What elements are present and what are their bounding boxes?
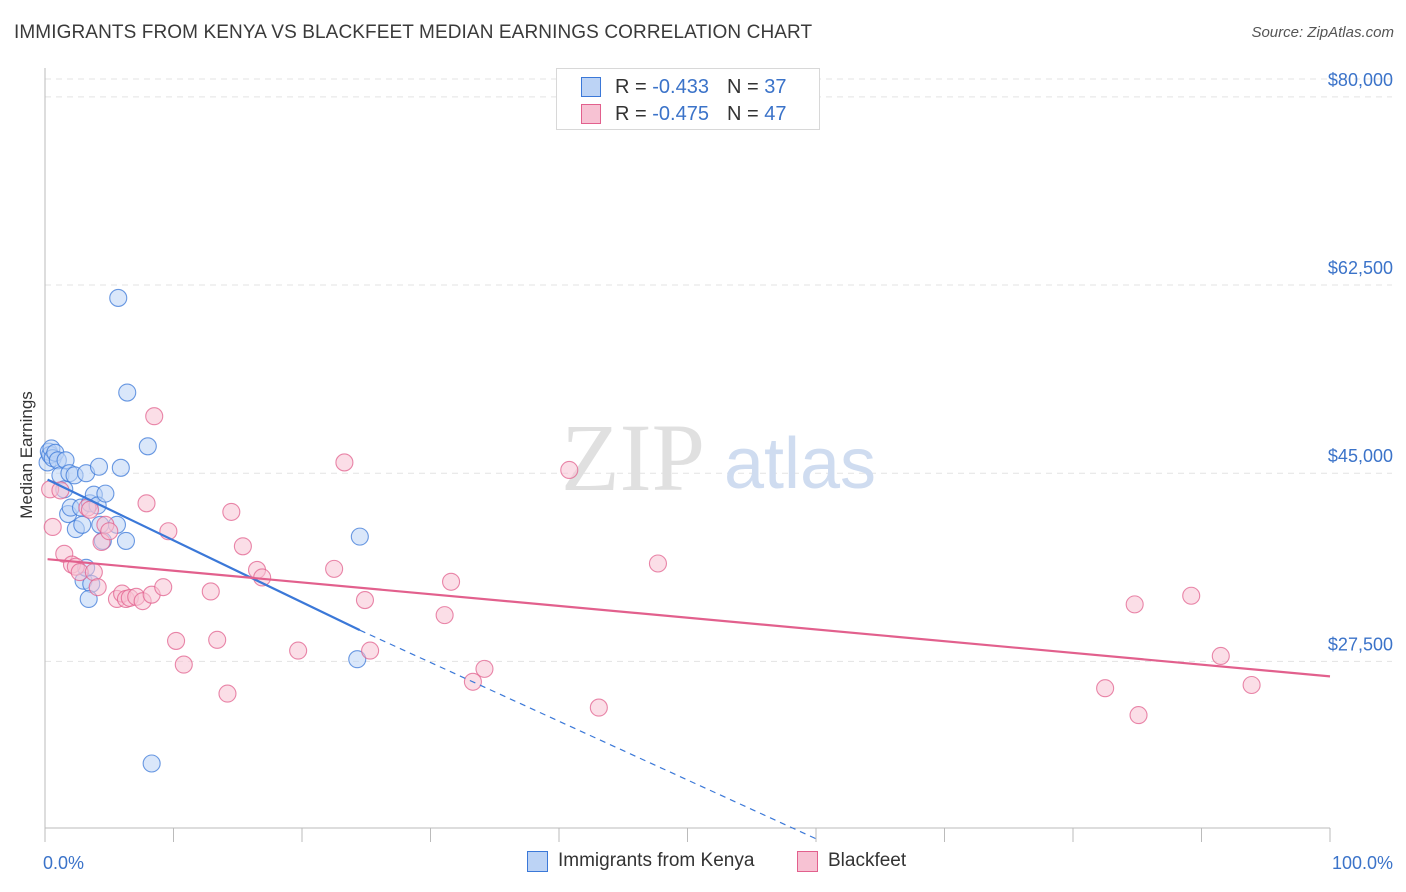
blackfeet-point	[475, 659, 494, 678]
blackfeet-point	[435, 606, 454, 625]
kenya-point	[96, 484, 115, 503]
kenya-point	[109, 288, 128, 307]
series-label-kenya: Immigrants from Kenya	[558, 850, 755, 871]
blackfeet-point	[88, 578, 107, 597]
blackfeet-point	[442, 572, 461, 591]
blackfeet-point	[222, 502, 241, 521]
series-swatch-kenya	[527, 850, 548, 872]
n-label: N =	[726, 75, 759, 98]
blackfeet-point	[1182, 586, 1201, 605]
y-tick-label: $80,000	[1328, 70, 1393, 90]
kenya-trend-line	[47, 478, 361, 632]
kenya-point	[348, 650, 367, 669]
r-value-blackfeet: -0.475	[652, 102, 709, 125]
legend-row-kenya: R = -0.433 N = 37	[581, 74, 786, 100]
tick-labels: $27,500 $45,000 $62,500 $80,000 0.0% 100.0%	[43, 70, 1393, 873]
y-tick-label: $27,500	[1328, 634, 1393, 654]
blackfeet-point	[361, 641, 380, 660]
watermark-atlas: atlas	[724, 424, 876, 504]
kenya-point	[111, 458, 130, 477]
n-value-blackfeet: 47	[764, 102, 787, 125]
data-points	[38, 288, 1261, 773]
series-legend-blackfeet[interactable]: Blackfeet	[797, 850, 906, 872]
blackfeet-point	[154, 578, 173, 597]
legend-row-blackfeet: R = -0.475 N = 47	[581, 101, 786, 127]
blackfeet-point	[335, 453, 354, 472]
blackfeet-point	[560, 460, 579, 480]
blackfeet-point	[201, 582, 220, 601]
n-label: N =	[726, 102, 759, 125]
kenya-point	[118, 383, 137, 402]
legend-swatch-blackfeet	[581, 104, 601, 124]
blackfeet-trend-line	[47, 558, 1331, 678]
y-tick-label: $45,000	[1328, 446, 1393, 466]
kenya-point	[116, 531, 136, 550]
blackfeet-point	[51, 481, 70, 500]
watermark-zip: ZIP	[561, 404, 705, 511]
kenya-point	[350, 527, 369, 546]
n-value-kenya: 37	[764, 75, 787, 98]
blackfeet-point	[208, 630, 227, 649]
kenya-point	[73, 515, 92, 534]
blackfeet-point	[100, 522, 119, 541]
kenya-point	[89, 457, 109, 476]
x-tick-label-start: 0.0%	[43, 853, 84, 873]
blackfeet-point	[174, 655, 193, 674]
series-legend-kenya[interactable]: Immigrants from Kenya	[527, 850, 754, 872]
blackfeet-point	[355, 591, 375, 610]
r-label: R =	[615, 102, 647, 125]
blackfeet-point	[145, 407, 164, 426]
kenya-point	[138, 437, 157, 456]
blackfeet-point	[137, 494, 156, 513]
r-value-kenya: -0.433	[652, 75, 709, 98]
chart-title: IMMIGRANTS FROM KENYA VS BLACKFEET MEDIA…	[14, 22, 813, 43]
blackfeet-point	[1242, 675, 1261, 695]
gridlines	[45, 78, 1392, 662]
series-swatch-blackfeet	[797, 850, 818, 872]
watermark: ZIP atlas	[561, 404, 876, 511]
blackfeet-point	[589, 698, 608, 717]
blackfeet-point	[1211, 646, 1230, 666]
blackfeet-point	[233, 537, 252, 556]
blackfeet-point	[43, 517, 62, 537]
blackfeet-point	[289, 641, 308, 660]
source-label: Source: ZipAtlas.com	[1251, 24, 1394, 41]
blackfeet-point	[1129, 706, 1148, 725]
blackfeet-point	[325, 559, 344, 578]
blackfeet-point	[84, 563, 103, 582]
blackfeet-point	[218, 684, 237, 703]
correlation-legend: R = -0.433 N = 37 R = -0.475 N = 47	[556, 68, 820, 130]
y-tick-label: $62,500	[1328, 258, 1393, 278]
r-label: R =	[615, 75, 647, 98]
series-label-blackfeet: Blackfeet	[828, 850, 907, 871]
blackfeet-point	[167, 631, 186, 650]
blackfeet-point	[1096, 679, 1115, 698]
legend-swatch-kenya	[581, 77, 601, 97]
blackfeet-point	[648, 554, 667, 573]
kenya-trend-extension	[359, 629, 817, 840]
kenya-point	[142, 754, 161, 773]
trend-lines	[47, 478, 1331, 840]
x-tick-label-end: 100.0%	[1332, 853, 1393, 873]
blackfeet-point	[1125, 595, 1144, 614]
